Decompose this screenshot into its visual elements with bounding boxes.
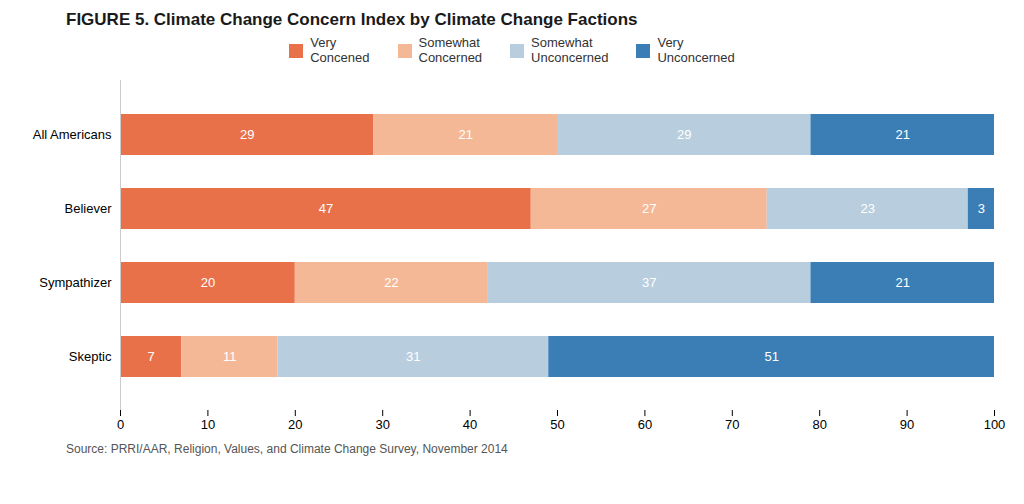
svg-text:7: 7 xyxy=(147,349,154,364)
svg-text:100: 100 xyxy=(984,417,1006,432)
svg-text:20: 20 xyxy=(201,275,215,290)
svg-text:Believer: Believer xyxy=(65,201,113,216)
svg-text:All Americans: All Americans xyxy=(33,127,112,142)
html-text:Somewhat Unconcerned: Somewhat Unconcerned xyxy=(531,35,609,65)
svg-text:50: 50 xyxy=(550,417,564,432)
svg-text:0: 0 xyxy=(117,417,124,432)
svg-text:29: 29 xyxy=(240,127,254,142)
svg-text:21: 21 xyxy=(458,127,472,142)
svg-text:Skeptic: Skeptic xyxy=(69,349,112,364)
svg-text:60: 60 xyxy=(638,417,652,432)
svg-text:21: 21 xyxy=(895,127,909,142)
svg-text:3: 3 xyxy=(978,201,985,216)
svg-text:51: 51 xyxy=(764,349,778,364)
html-text:Source: PRRI/AAR, Religion, Va: Source: PRRI/AAR, Religion, Values, and … xyxy=(66,441,508,456)
svg-text:11: 11 xyxy=(223,349,237,364)
svg-text:30: 30 xyxy=(375,417,389,432)
svg-text:80: 80 xyxy=(812,417,826,432)
html-text:FIGURE 5. Climate Change Conce: FIGURE 5. Climate Change Concern Index b… xyxy=(66,10,638,29)
html-text:Very Concened: Very Concened xyxy=(310,35,370,65)
svg-text:37: 37 xyxy=(642,275,656,290)
svg-text:20: 20 xyxy=(288,417,302,432)
svg-text:29: 29 xyxy=(677,127,691,142)
svg-text:47: 47 xyxy=(319,201,333,216)
html-text:Somewhat Concerned: Somewhat Concerned xyxy=(418,35,483,65)
svg-text:23: 23 xyxy=(861,201,875,216)
svg-text:21: 21 xyxy=(895,275,909,290)
svg-text:70: 70 xyxy=(725,417,739,432)
svg-text:90: 90 xyxy=(900,417,914,432)
svg-text:10: 10 xyxy=(201,417,215,432)
html-text:Very Unconcerned: Very Unconcerned xyxy=(657,35,735,65)
svg-text:Sympathizer: Sympathizer xyxy=(39,275,112,290)
svg-text:22: 22 xyxy=(384,275,398,290)
svg-text:31: 31 xyxy=(406,349,420,364)
svg-text:27: 27 xyxy=(642,201,656,216)
svg-text:40: 40 xyxy=(463,417,477,432)
